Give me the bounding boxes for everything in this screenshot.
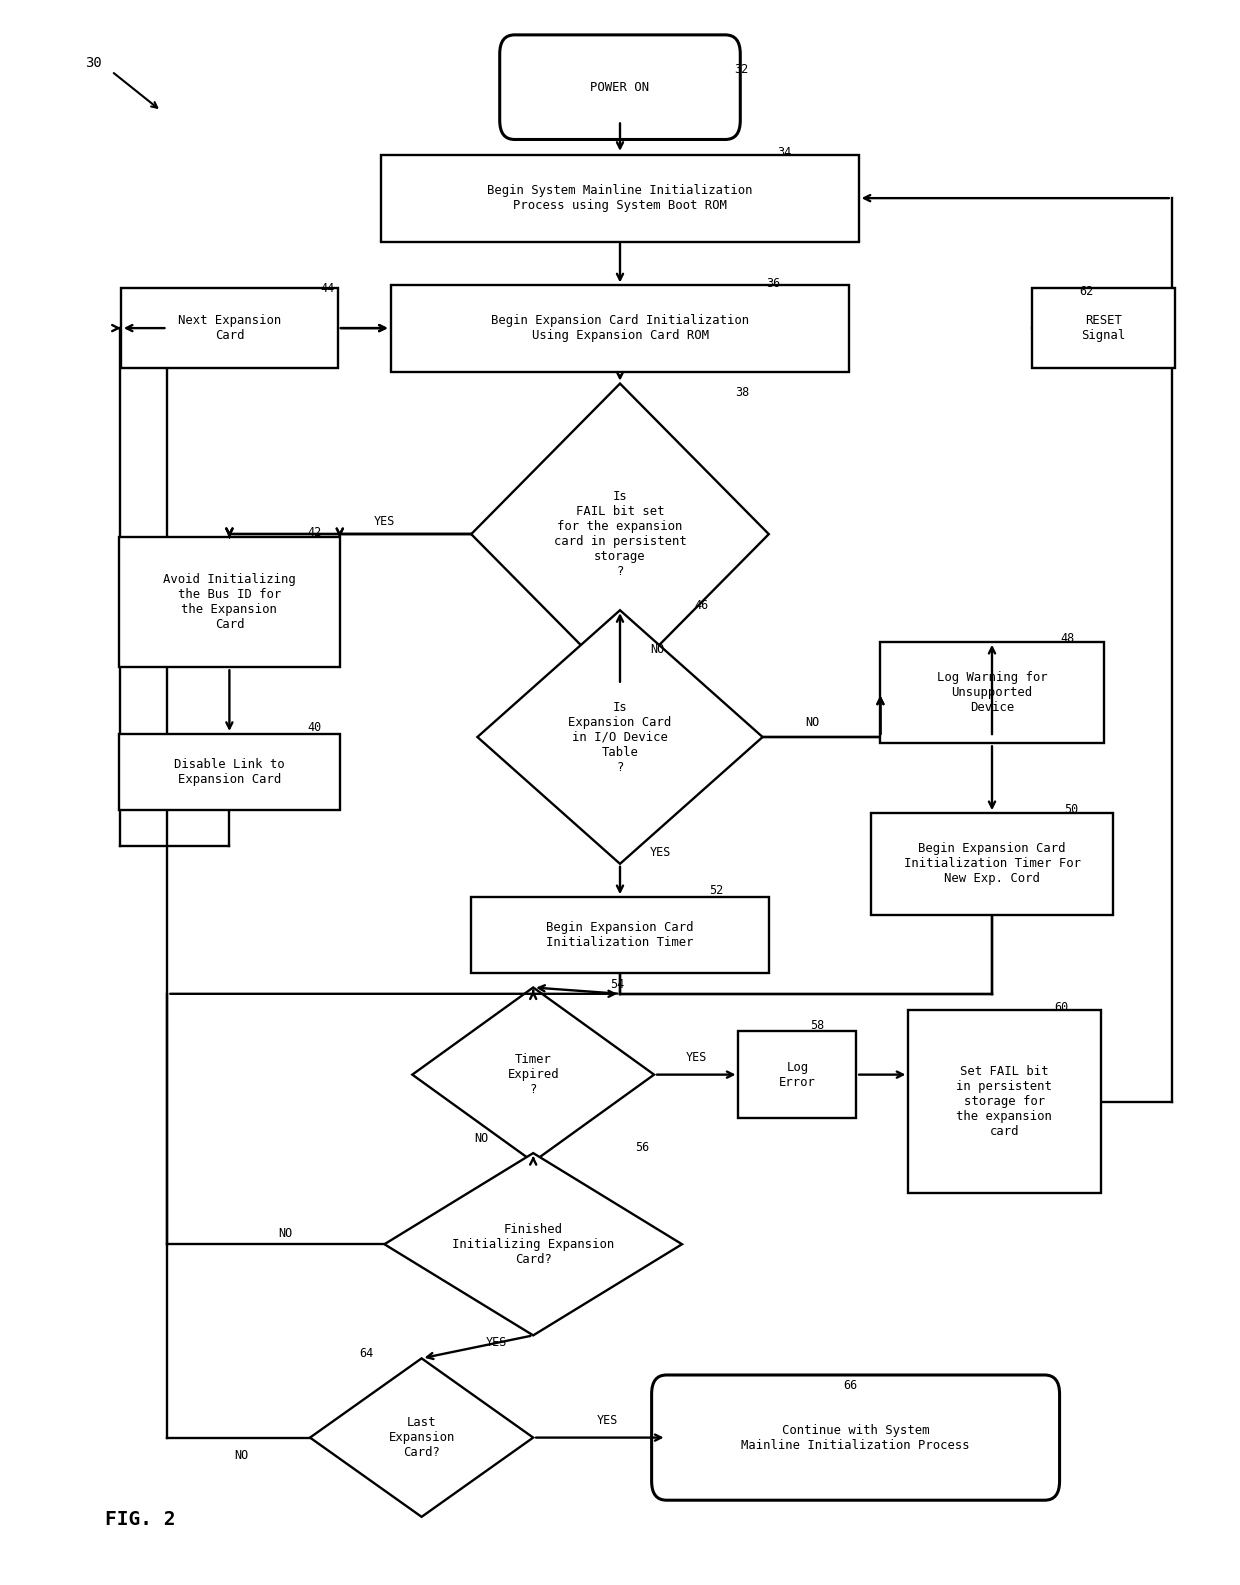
FancyBboxPatch shape bbox=[880, 642, 1104, 743]
Text: Is
Expansion Card
in I/O Device
Table
?: Is Expansion Card in I/O Device Table ? bbox=[568, 701, 672, 773]
Text: NO: NO bbox=[650, 644, 665, 656]
Text: Timer
Expired
?: Timer Expired ? bbox=[507, 1052, 559, 1097]
FancyBboxPatch shape bbox=[122, 288, 337, 368]
Text: YES: YES bbox=[596, 1414, 619, 1426]
Text: Disable Link to
Expansion Card: Disable Link to Expansion Card bbox=[174, 758, 285, 786]
FancyBboxPatch shape bbox=[870, 813, 1112, 915]
Text: Last
Expansion
Card?: Last Expansion Card? bbox=[388, 1415, 455, 1460]
Polygon shape bbox=[310, 1358, 533, 1517]
Text: 64: 64 bbox=[360, 1347, 373, 1360]
Text: POWER ON: POWER ON bbox=[590, 81, 650, 94]
Text: Begin System Mainline Initialization
Process using System Boot ROM: Begin System Mainline Initialization Pro… bbox=[487, 184, 753, 212]
Text: Finished
Initializing Expansion
Card?: Finished Initializing Expansion Card? bbox=[453, 1222, 614, 1266]
Text: 62: 62 bbox=[1079, 285, 1092, 298]
Text: Begin Expansion Card
Initialization Timer: Begin Expansion Card Initialization Time… bbox=[547, 921, 693, 949]
FancyBboxPatch shape bbox=[391, 284, 849, 371]
Text: Continue with System
Mainline Initialization Process: Continue with System Mainline Initializa… bbox=[742, 1423, 970, 1452]
Text: Next Expansion
Card: Next Expansion Card bbox=[177, 314, 281, 342]
FancyBboxPatch shape bbox=[119, 734, 340, 810]
Text: Begin Expansion Card
Initialization Timer For
New Exp. Cord: Begin Expansion Card Initialization Time… bbox=[904, 842, 1080, 886]
Text: YES: YES bbox=[485, 1336, 507, 1349]
Text: Log
Error: Log Error bbox=[779, 1060, 816, 1089]
Text: Set FAIL bit
in persistent
storage for
the expansion
card: Set FAIL bit in persistent storage for t… bbox=[956, 1065, 1053, 1138]
Text: 58: 58 bbox=[810, 1019, 823, 1032]
Text: FIG. 2: FIG. 2 bbox=[105, 1511, 176, 1530]
Text: 60: 60 bbox=[1054, 1002, 1068, 1014]
Text: Is
FAIL bit set
for the expansion
card in persistent
storage
?: Is FAIL bit set for the expansion card i… bbox=[553, 490, 687, 579]
FancyBboxPatch shape bbox=[652, 1374, 1060, 1499]
Polygon shape bbox=[412, 987, 655, 1162]
Text: 34: 34 bbox=[777, 146, 791, 158]
FancyBboxPatch shape bbox=[739, 1030, 856, 1119]
Polygon shape bbox=[471, 384, 769, 685]
Text: YES: YES bbox=[650, 846, 672, 859]
Text: 46: 46 bbox=[694, 599, 708, 612]
Text: 56: 56 bbox=[635, 1141, 649, 1154]
Polygon shape bbox=[477, 610, 763, 864]
Text: 48: 48 bbox=[1060, 632, 1074, 645]
Text: NO: NO bbox=[474, 1132, 489, 1144]
Text: NO: NO bbox=[234, 1449, 249, 1461]
Text: 66: 66 bbox=[843, 1379, 857, 1392]
FancyBboxPatch shape bbox=[382, 154, 858, 241]
FancyBboxPatch shape bbox=[119, 537, 340, 667]
Text: 36: 36 bbox=[766, 277, 780, 290]
Text: 50: 50 bbox=[1064, 804, 1078, 816]
Text: 54: 54 bbox=[610, 978, 624, 991]
Text: YES: YES bbox=[373, 515, 396, 528]
FancyBboxPatch shape bbox=[908, 1011, 1101, 1192]
Text: 32: 32 bbox=[734, 63, 748, 76]
FancyBboxPatch shape bbox=[471, 897, 769, 973]
Text: 38: 38 bbox=[735, 387, 749, 399]
Text: YES: YES bbox=[686, 1051, 708, 1064]
Text: 44: 44 bbox=[320, 282, 334, 295]
Text: NO: NO bbox=[278, 1227, 293, 1239]
Text: 30: 30 bbox=[84, 57, 102, 70]
Text: 52: 52 bbox=[709, 884, 723, 897]
Text: NO: NO bbox=[805, 716, 820, 729]
FancyBboxPatch shape bbox=[500, 35, 740, 139]
Text: 40: 40 bbox=[308, 721, 321, 734]
Text: Avoid Initializing
the Bus ID for
the Expansion
Card: Avoid Initializing the Bus ID for the Ex… bbox=[162, 574, 296, 631]
FancyBboxPatch shape bbox=[1032, 288, 1176, 368]
Text: Begin Expansion Card Initialization
Using Expansion Card ROM: Begin Expansion Card Initialization Usin… bbox=[491, 314, 749, 342]
Text: Log Warning for
Unsupported
Device: Log Warning for Unsupported Device bbox=[936, 670, 1048, 715]
Text: RESET
Signal: RESET Signal bbox=[1081, 314, 1126, 342]
Text: 42: 42 bbox=[308, 526, 321, 539]
Polygon shape bbox=[384, 1154, 682, 1335]
